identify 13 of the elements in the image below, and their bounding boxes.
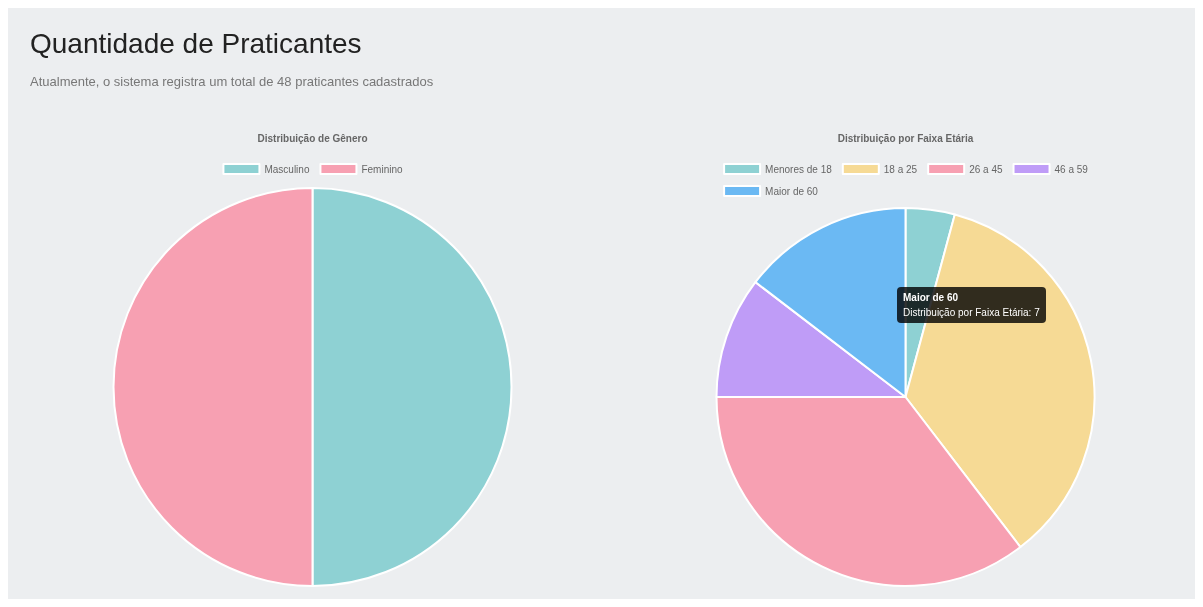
legend-label: Menores de 18: [765, 163, 833, 175]
text: Maior de 60: [903, 292, 960, 303]
legend-label: 18 a 25: [883, 163, 918, 175]
text: Distribuição por Faixa Etária: 7: [903, 307, 1040, 318]
legend-label: 26 a 45: [969, 163, 1003, 175]
legend-label: Feminino: [361, 163, 404, 175]
text: Quantidade de Praticantes: [30, 28, 362, 60]
chart-title: Distribuição de Gênero: [257, 132, 368, 144]
chart-title: Distribuição por Faixa Etária: [837, 132, 974, 144]
legend-label: 46 a 59: [1054, 163, 1089, 175]
legend-label: Masculino: [264, 163, 310, 175]
text: Atualmente, o sistema registra um total de 48 praticantes cadastrados: [30, 74, 434, 89]
legend-label: Maior de 60: [765, 185, 819, 197]
